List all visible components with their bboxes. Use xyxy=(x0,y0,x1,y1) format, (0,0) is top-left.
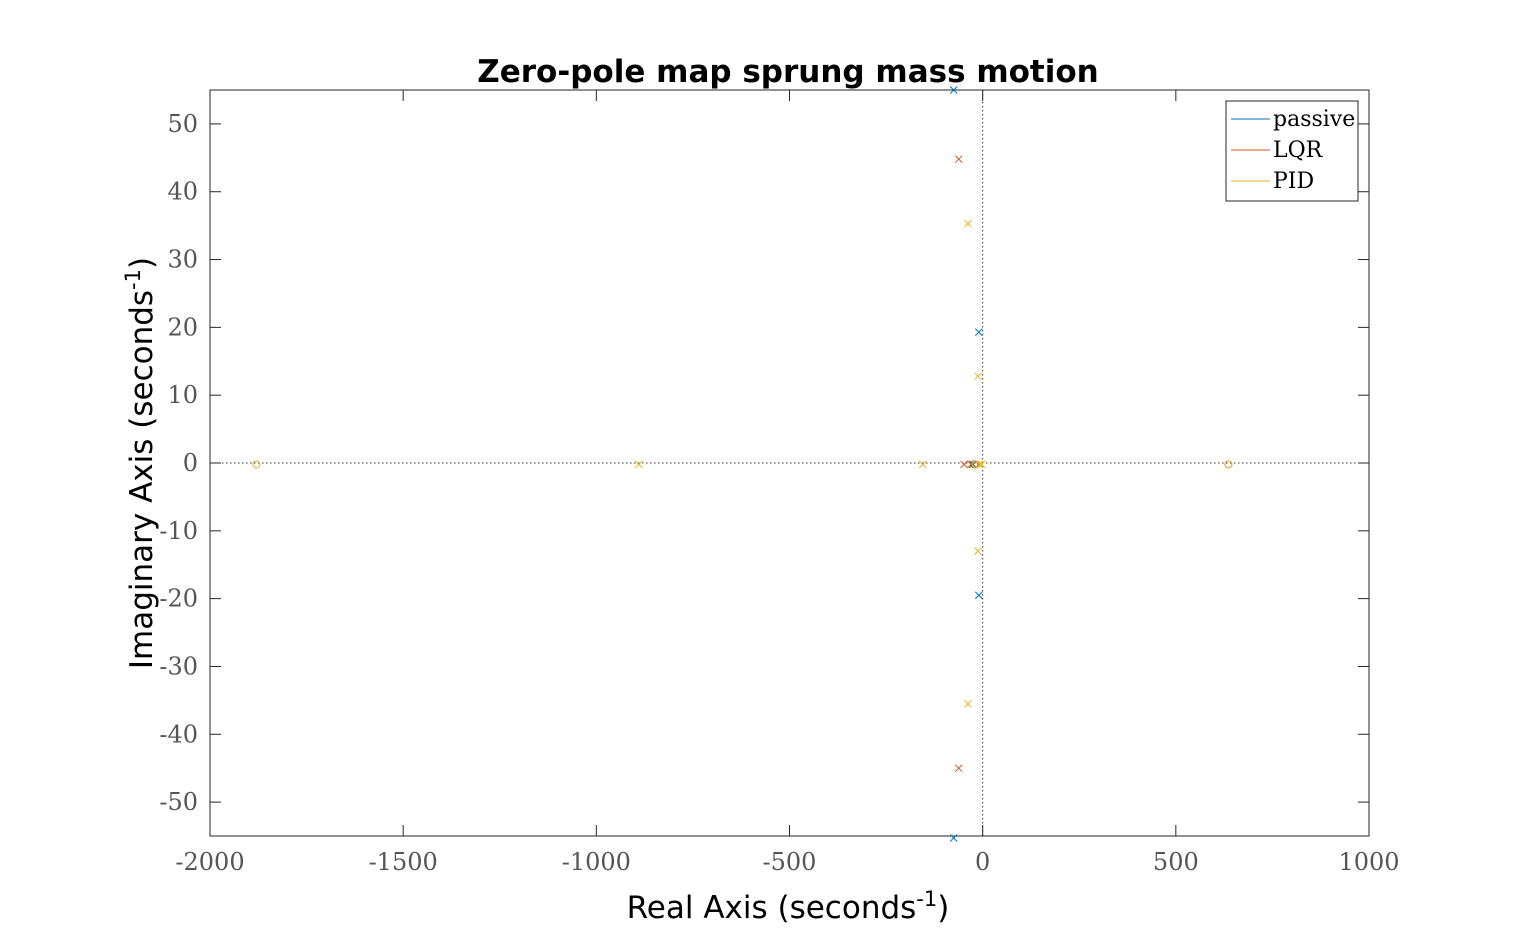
pole-marker xyxy=(960,460,968,469)
x-axis-label: Real Axis (seconds-1) xyxy=(627,887,950,926)
y-axis-label: Imaginary Axis (seconds-1) xyxy=(121,257,160,669)
pole-marker xyxy=(964,219,972,228)
chart-title: Zero-pole map sprung mass motion xyxy=(477,54,1098,90)
y-tick-label: 10 xyxy=(167,381,198,409)
pole-marker xyxy=(974,591,983,600)
y-tick-label: -30 xyxy=(159,652,198,680)
y-tick-label: -10 xyxy=(159,517,198,545)
pole-marker xyxy=(977,460,986,469)
y-axis-label-superscript: -1 xyxy=(121,269,145,290)
y-tick-label: -50 xyxy=(159,788,198,816)
x-tick-label: -1000 xyxy=(562,848,631,876)
y-axis-label-end: ) xyxy=(124,257,160,269)
zero-marker xyxy=(1224,460,1233,469)
x-axis-label-end: ) xyxy=(937,890,949,926)
zero-marker xyxy=(252,460,261,469)
pole-marker xyxy=(954,764,963,773)
x-tick-label: 0 xyxy=(975,848,990,876)
series-pid xyxy=(252,219,1233,708)
legend-label-pid: PID xyxy=(1273,169,1314,194)
legend: passive LQR PID xyxy=(1225,100,1359,202)
y-tick-labels: 50 40 30 20 10 0 -10 -20 -30 -40 -50 xyxy=(159,110,198,816)
pole-marker xyxy=(964,699,972,708)
x-tick-label: -2000 xyxy=(175,848,244,876)
pole-marker xyxy=(918,460,927,469)
x-tick-label: -500 xyxy=(763,848,817,876)
y-tick-label: 50 xyxy=(167,110,198,138)
pole-marker xyxy=(634,460,643,469)
pole-marker xyxy=(949,86,958,94)
y-axis-label-main: Imaginary Axis (seconds xyxy=(124,290,160,669)
pole-marker xyxy=(974,547,982,556)
zero-marker xyxy=(971,460,980,469)
x-tick-label: 1000 xyxy=(1338,848,1399,876)
x-tick-labels: -2000 -1500 -1000 -500 0 500 1000 xyxy=(175,848,1399,876)
pole-marker xyxy=(954,155,963,164)
x-tick-label: -1500 xyxy=(369,848,438,876)
legend-label-passive: passive xyxy=(1273,107,1355,132)
legend-label-lqr: LQR xyxy=(1273,138,1324,163)
y-tick-label: 30 xyxy=(167,246,198,274)
y-tick-label: 40 xyxy=(167,178,198,206)
x-axis-label-main: Real Axis (seconds xyxy=(627,890,917,926)
y-tick-label: 20 xyxy=(167,313,198,341)
legend-box xyxy=(1225,100,1359,202)
pole-marker xyxy=(949,834,958,842)
pole-marker xyxy=(974,328,983,336)
y-tick-label: 0 xyxy=(183,449,198,477)
pole-marker xyxy=(974,372,982,381)
x-axis-label-superscript: -1 xyxy=(916,887,937,911)
x-tick-label: 500 xyxy=(1153,848,1199,876)
pole-zero-markers xyxy=(252,86,1233,842)
y-tick-label: -40 xyxy=(159,720,198,748)
pole-marker xyxy=(969,460,977,469)
axis-ticks xyxy=(209,90,1370,836)
y-tick-label: -20 xyxy=(159,585,198,613)
